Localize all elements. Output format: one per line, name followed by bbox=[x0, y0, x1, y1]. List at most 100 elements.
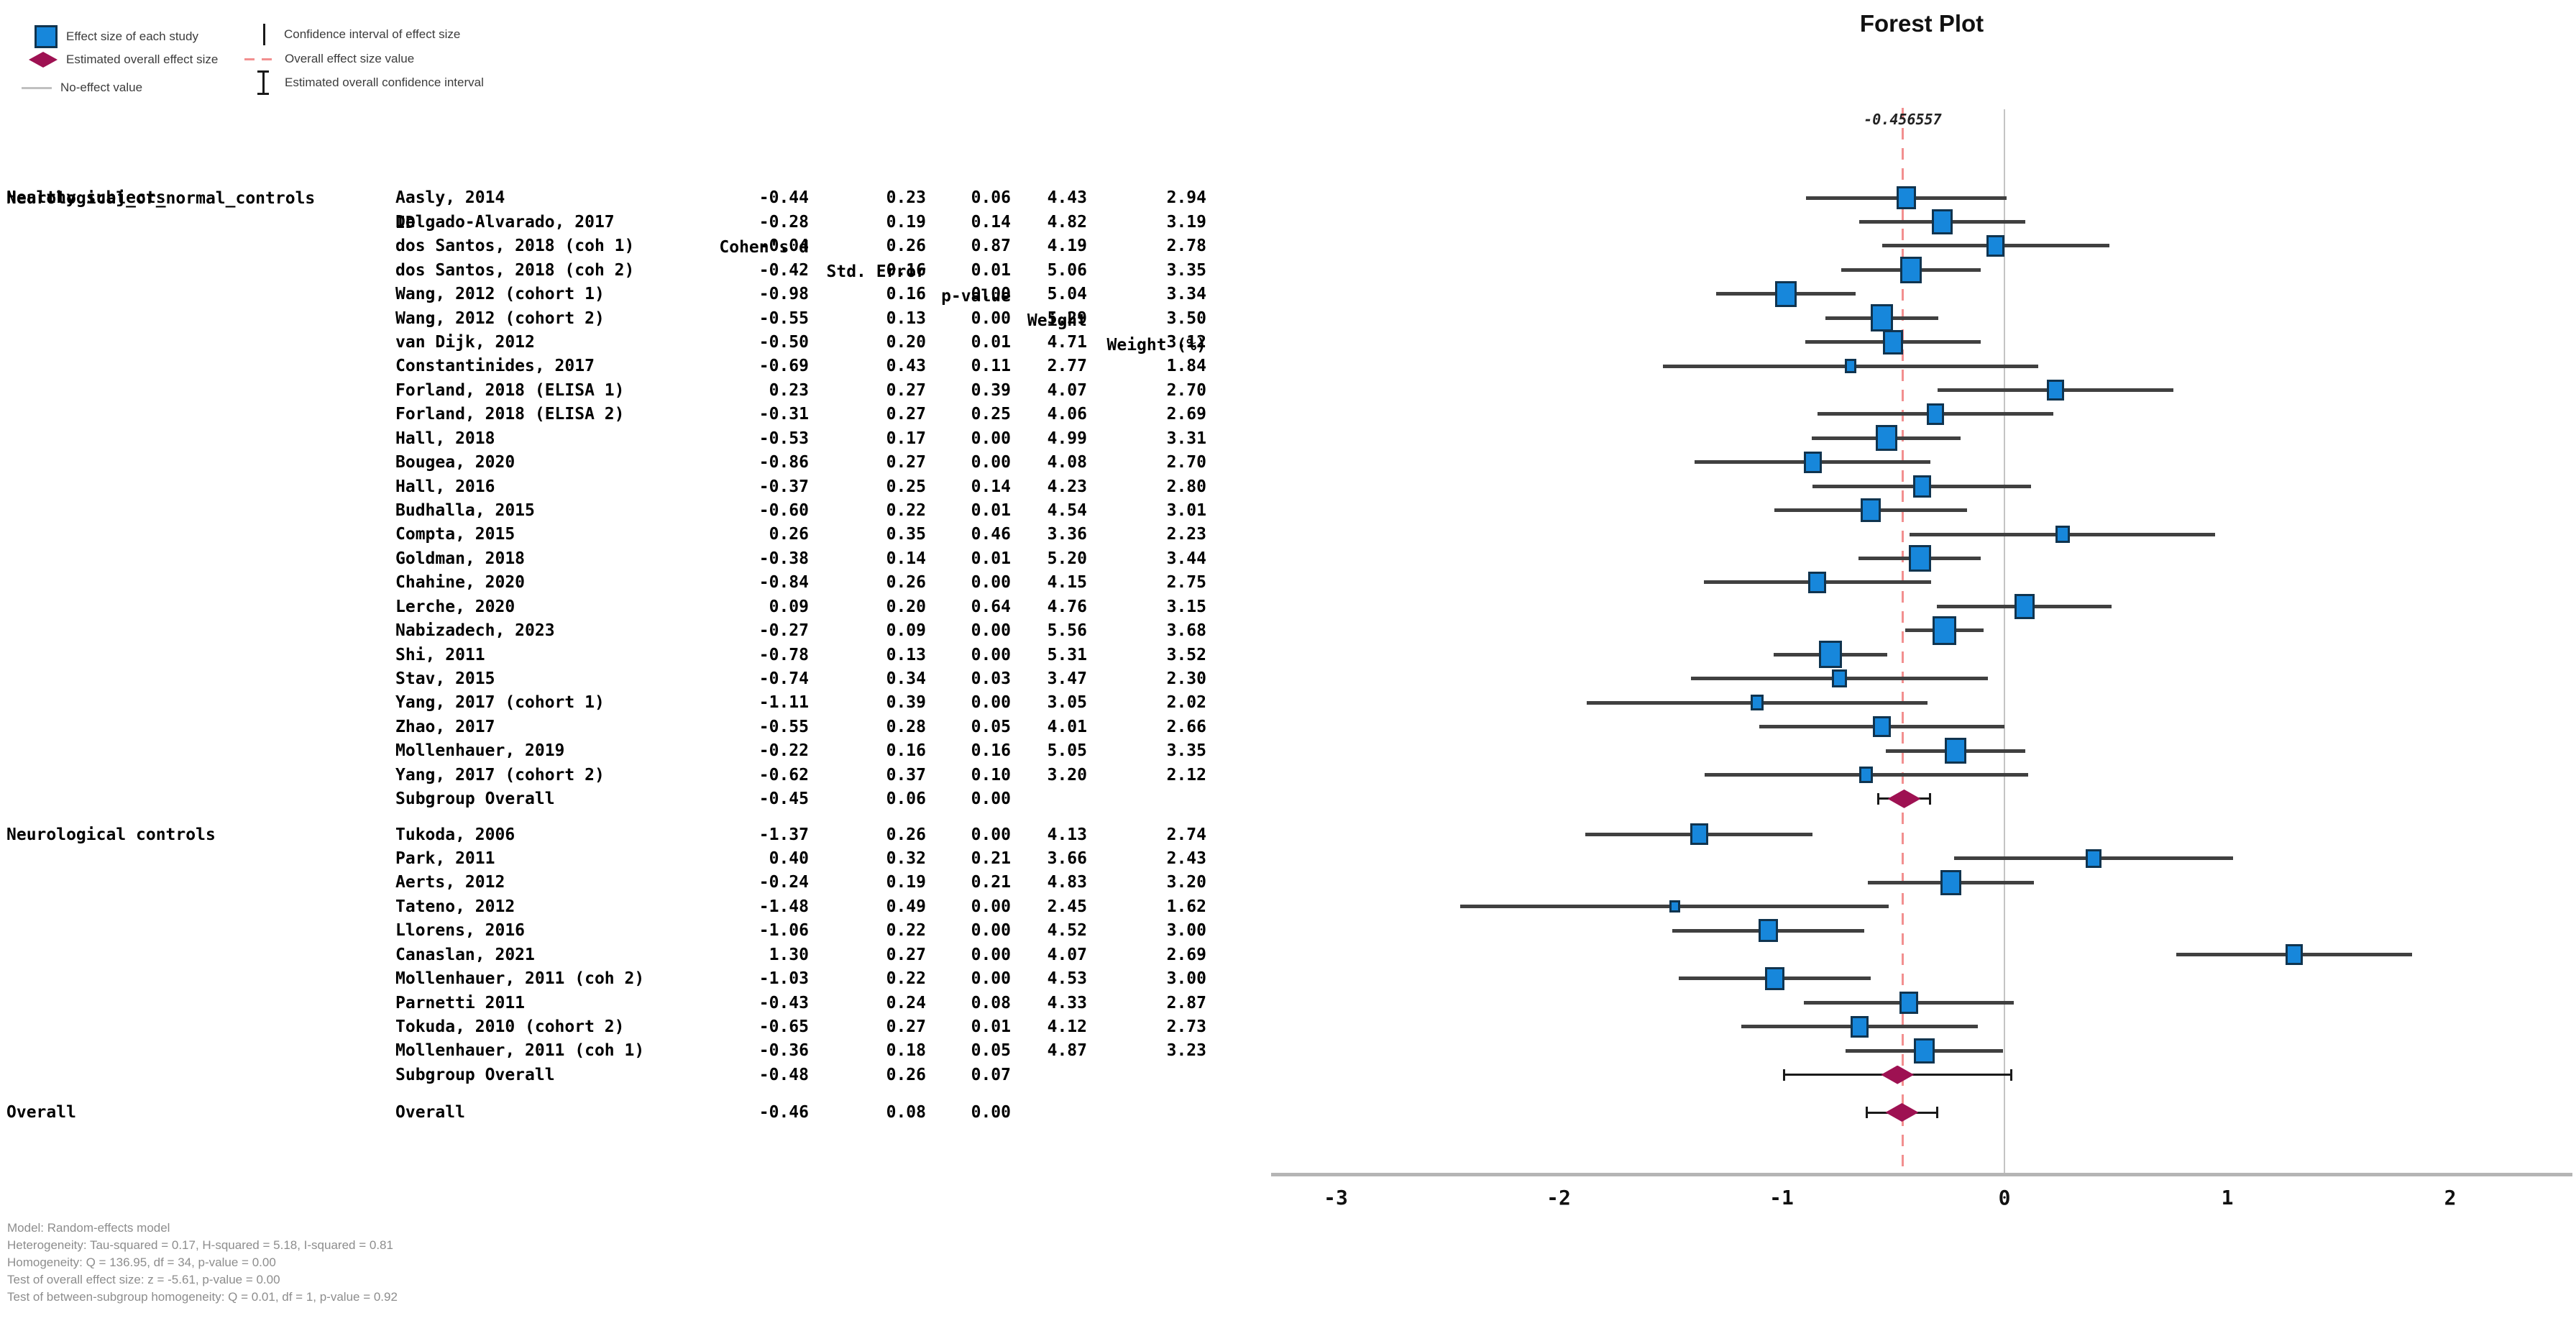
cohens-d-value: 0.23 bbox=[769, 380, 809, 400]
weight-pct-value: 2.12 bbox=[1166, 765, 1206, 785]
cohens-d-value: -0.50 bbox=[758, 332, 809, 352]
weight-pct-value: 2.02 bbox=[1166, 693, 1206, 713]
weight-value: 4.01 bbox=[1047, 717, 1087, 736]
cohens-d-value: 0.09 bbox=[769, 597, 809, 616]
effect-size-marker bbox=[1832, 669, 1847, 688]
effect-size-marker bbox=[1913, 1038, 1935, 1064]
effect-size-marker bbox=[1931, 209, 1953, 234]
weight-value: 4.33 bbox=[1047, 993, 1087, 1012]
weight-value: 4.15 bbox=[1047, 573, 1087, 593]
study-id: Canaslan, 2021 bbox=[395, 945, 535, 964]
study-row: Healthy subjects Aasly, 2014 -0.44 0.23 0.06… bbox=[0, 186, 1337, 210]
study-row: van Dijk, 2012 -0.50 0.20 0.01 4.71 3.12 bbox=[0, 330, 1337, 355]
overall-ci-cap-right bbox=[1929, 792, 1932, 805]
weight-value: 5.06 bbox=[1047, 260, 1087, 280]
study-id: Delgado-Alvarado, 2017 bbox=[395, 212, 615, 232]
study-row: Constantinides, 2017 -0.69 0.43 0.11 2.77 1.8… bbox=[0, 354, 1337, 378]
cohens-d-value: -0.37 bbox=[758, 477, 809, 496]
std-error-value: 0.34 bbox=[886, 669, 926, 688]
p-value: 0.00 bbox=[971, 285, 1011, 304]
weight-pct-value: 3.20 bbox=[1166, 873, 1206, 892]
study-row: Tateno, 2012 -1.48 0.49 0.00 2.45 1.62 bbox=[0, 895, 1337, 919]
p-value: 0.01 bbox=[971, 1017, 1011, 1037]
effect-size-marker bbox=[1912, 475, 1931, 498]
weight-pct-value: 2.70 bbox=[1166, 380, 1206, 400]
cohens-d-value: -0.53 bbox=[758, 429, 809, 448]
weight-pct-value: 2.73 bbox=[1166, 1017, 1206, 1037]
cohens-d-value: -0.86 bbox=[758, 453, 809, 472]
weight-pct-value: 2.78 bbox=[1166, 237, 1206, 256]
std-error-value: 0.26 bbox=[886, 1065, 926, 1084]
cohens-d-value: -0.24 bbox=[758, 873, 809, 892]
std-error-value: 0.26 bbox=[886, 825, 926, 844]
weight-value: 5.56 bbox=[1047, 621, 1087, 641]
cohens-d-value: 0.40 bbox=[769, 849, 809, 869]
study-id: Tateno, 2012 bbox=[395, 897, 515, 916]
std-error-value: 0.20 bbox=[886, 597, 926, 616]
study-row: Forland, 2018 (ELISA 2) -0.31 0.27 0.25 4.06… bbox=[0, 402, 1337, 426]
effect-size-marker bbox=[1819, 641, 1843, 669]
header-group-column: Neurological_or_normal_controls bbox=[6, 189, 316, 208]
study-row: Goldman, 2018 -0.38 0.14 0.01 5.20 3.44 bbox=[0, 546, 1337, 571]
overall-ci-cap-right bbox=[2009, 1069, 2012, 1081]
cohens-d-value: -0.62 bbox=[758, 765, 809, 785]
legend-item-effect-size: Effect size of each study bbox=[35, 25, 198, 48]
weight-value: 5.04 bbox=[1047, 285, 1087, 304]
p-value: 0.01 bbox=[971, 260, 1011, 280]
std-error-value: 0.17 bbox=[886, 429, 926, 448]
axis-tick-label: 0 bbox=[1998, 1186, 2011, 1209]
weight-value: 3.36 bbox=[1047, 525, 1087, 544]
header-std-error: Std. Error bbox=[826, 262, 926, 281]
std-error-value: 0.06 bbox=[886, 790, 926, 809]
cohens-d-value: 1.30 bbox=[769, 945, 809, 964]
footnote-heterogeneity: Heterogeneity: Tau-squared = 0.17, H-squ… bbox=[7, 1238, 393, 1252]
study-id: Stav, 2015 bbox=[395, 669, 495, 688]
legend-item-overall-ci: Estimated overall confidence interval bbox=[250, 70, 484, 95]
p-value: 0.14 bbox=[971, 477, 1011, 496]
effect-size-marker bbox=[1899, 257, 1922, 283]
study-id: Budhalla, 2015 bbox=[395, 500, 535, 520]
table-header: Neurological_or_normal_controls ID Cohen… bbox=[0, 162, 1337, 355]
axis-tick-label: -2 bbox=[1546, 1186, 1571, 1209]
effect-size-marker bbox=[1875, 425, 1897, 452]
cohens-d-value: -0.46 bbox=[758, 1103, 809, 1122]
std-error-value: 0.27 bbox=[886, 945, 926, 964]
weight-value: 4.54 bbox=[1047, 500, 1087, 520]
p-value: 0.00 bbox=[971, 693, 1011, 713]
std-error-value: 0.27 bbox=[886, 405, 926, 424]
weight-value: 3.20 bbox=[1047, 765, 1087, 785]
study-row: Budhalla, 2015 -0.60 0.22 0.01 4.54 3.01 bbox=[0, 498, 1337, 523]
weight-pct-value: 3.23 bbox=[1166, 1041, 1206, 1061]
p-value: 0.00 bbox=[971, 1103, 1011, 1122]
cohens-d-value: -0.04 bbox=[758, 237, 809, 256]
legend-label: Estimated overall confidence interval bbox=[285, 76, 484, 89]
p-value: 0.39 bbox=[971, 380, 1011, 400]
study-row: Tokuda, 2010 (cohort 2) -0.65 0.27 0.01 4.12… bbox=[0, 1015, 1337, 1039]
p-value: 0.64 bbox=[971, 597, 1011, 616]
study-id: dos Santos, 2018 (coh 1) bbox=[395, 237, 635, 256]
weight-value: 4.08 bbox=[1047, 453, 1087, 472]
subgroup-overall-diamond bbox=[1887, 789, 1921, 808]
study-id: Subgroup Overall bbox=[395, 1065, 555, 1084]
study-id: van Dijk, 2012 bbox=[395, 332, 535, 352]
axis-tick-label: -3 bbox=[1324, 1186, 1348, 1209]
study-id: Chahine, 2020 bbox=[395, 573, 526, 593]
weight-value: 4.07 bbox=[1047, 380, 1087, 400]
std-error-value: 0.32 bbox=[886, 849, 926, 869]
p-value: 0.00 bbox=[971, 429, 1011, 448]
overall-ci-ibeam-icon bbox=[256, 70, 270, 95]
p-value: 0.00 bbox=[971, 621, 1011, 641]
study-id: Tokuda, 2010 (cohort 2) bbox=[395, 1017, 625, 1037]
effect-size-marker bbox=[1899, 991, 1918, 1014]
weight-pct-value: 1.84 bbox=[1166, 357, 1206, 376]
weight-pct-value: 3.00 bbox=[1166, 921, 1206, 941]
effect-size-marker bbox=[1882, 329, 1904, 355]
p-value: 0.00 bbox=[971, 790, 1011, 809]
weight-pct-value: 2.80 bbox=[1166, 477, 1206, 496]
study-id: Aerts, 2012 bbox=[395, 873, 505, 892]
effect-size-marker bbox=[1986, 234, 2005, 257]
weight-value: 2.77 bbox=[1047, 357, 1087, 376]
p-value: 0.01 bbox=[971, 549, 1011, 568]
study-id: Bougea, 2020 bbox=[395, 453, 515, 472]
axis-tick-label: 2 bbox=[2444, 1186, 2457, 1209]
